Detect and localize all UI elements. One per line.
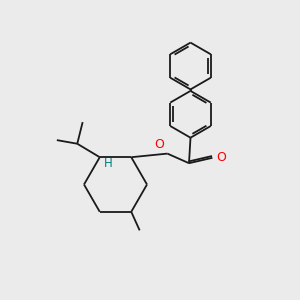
Text: O: O	[154, 138, 164, 151]
Text: H: H	[104, 157, 112, 170]
Text: O: O	[216, 151, 226, 164]
